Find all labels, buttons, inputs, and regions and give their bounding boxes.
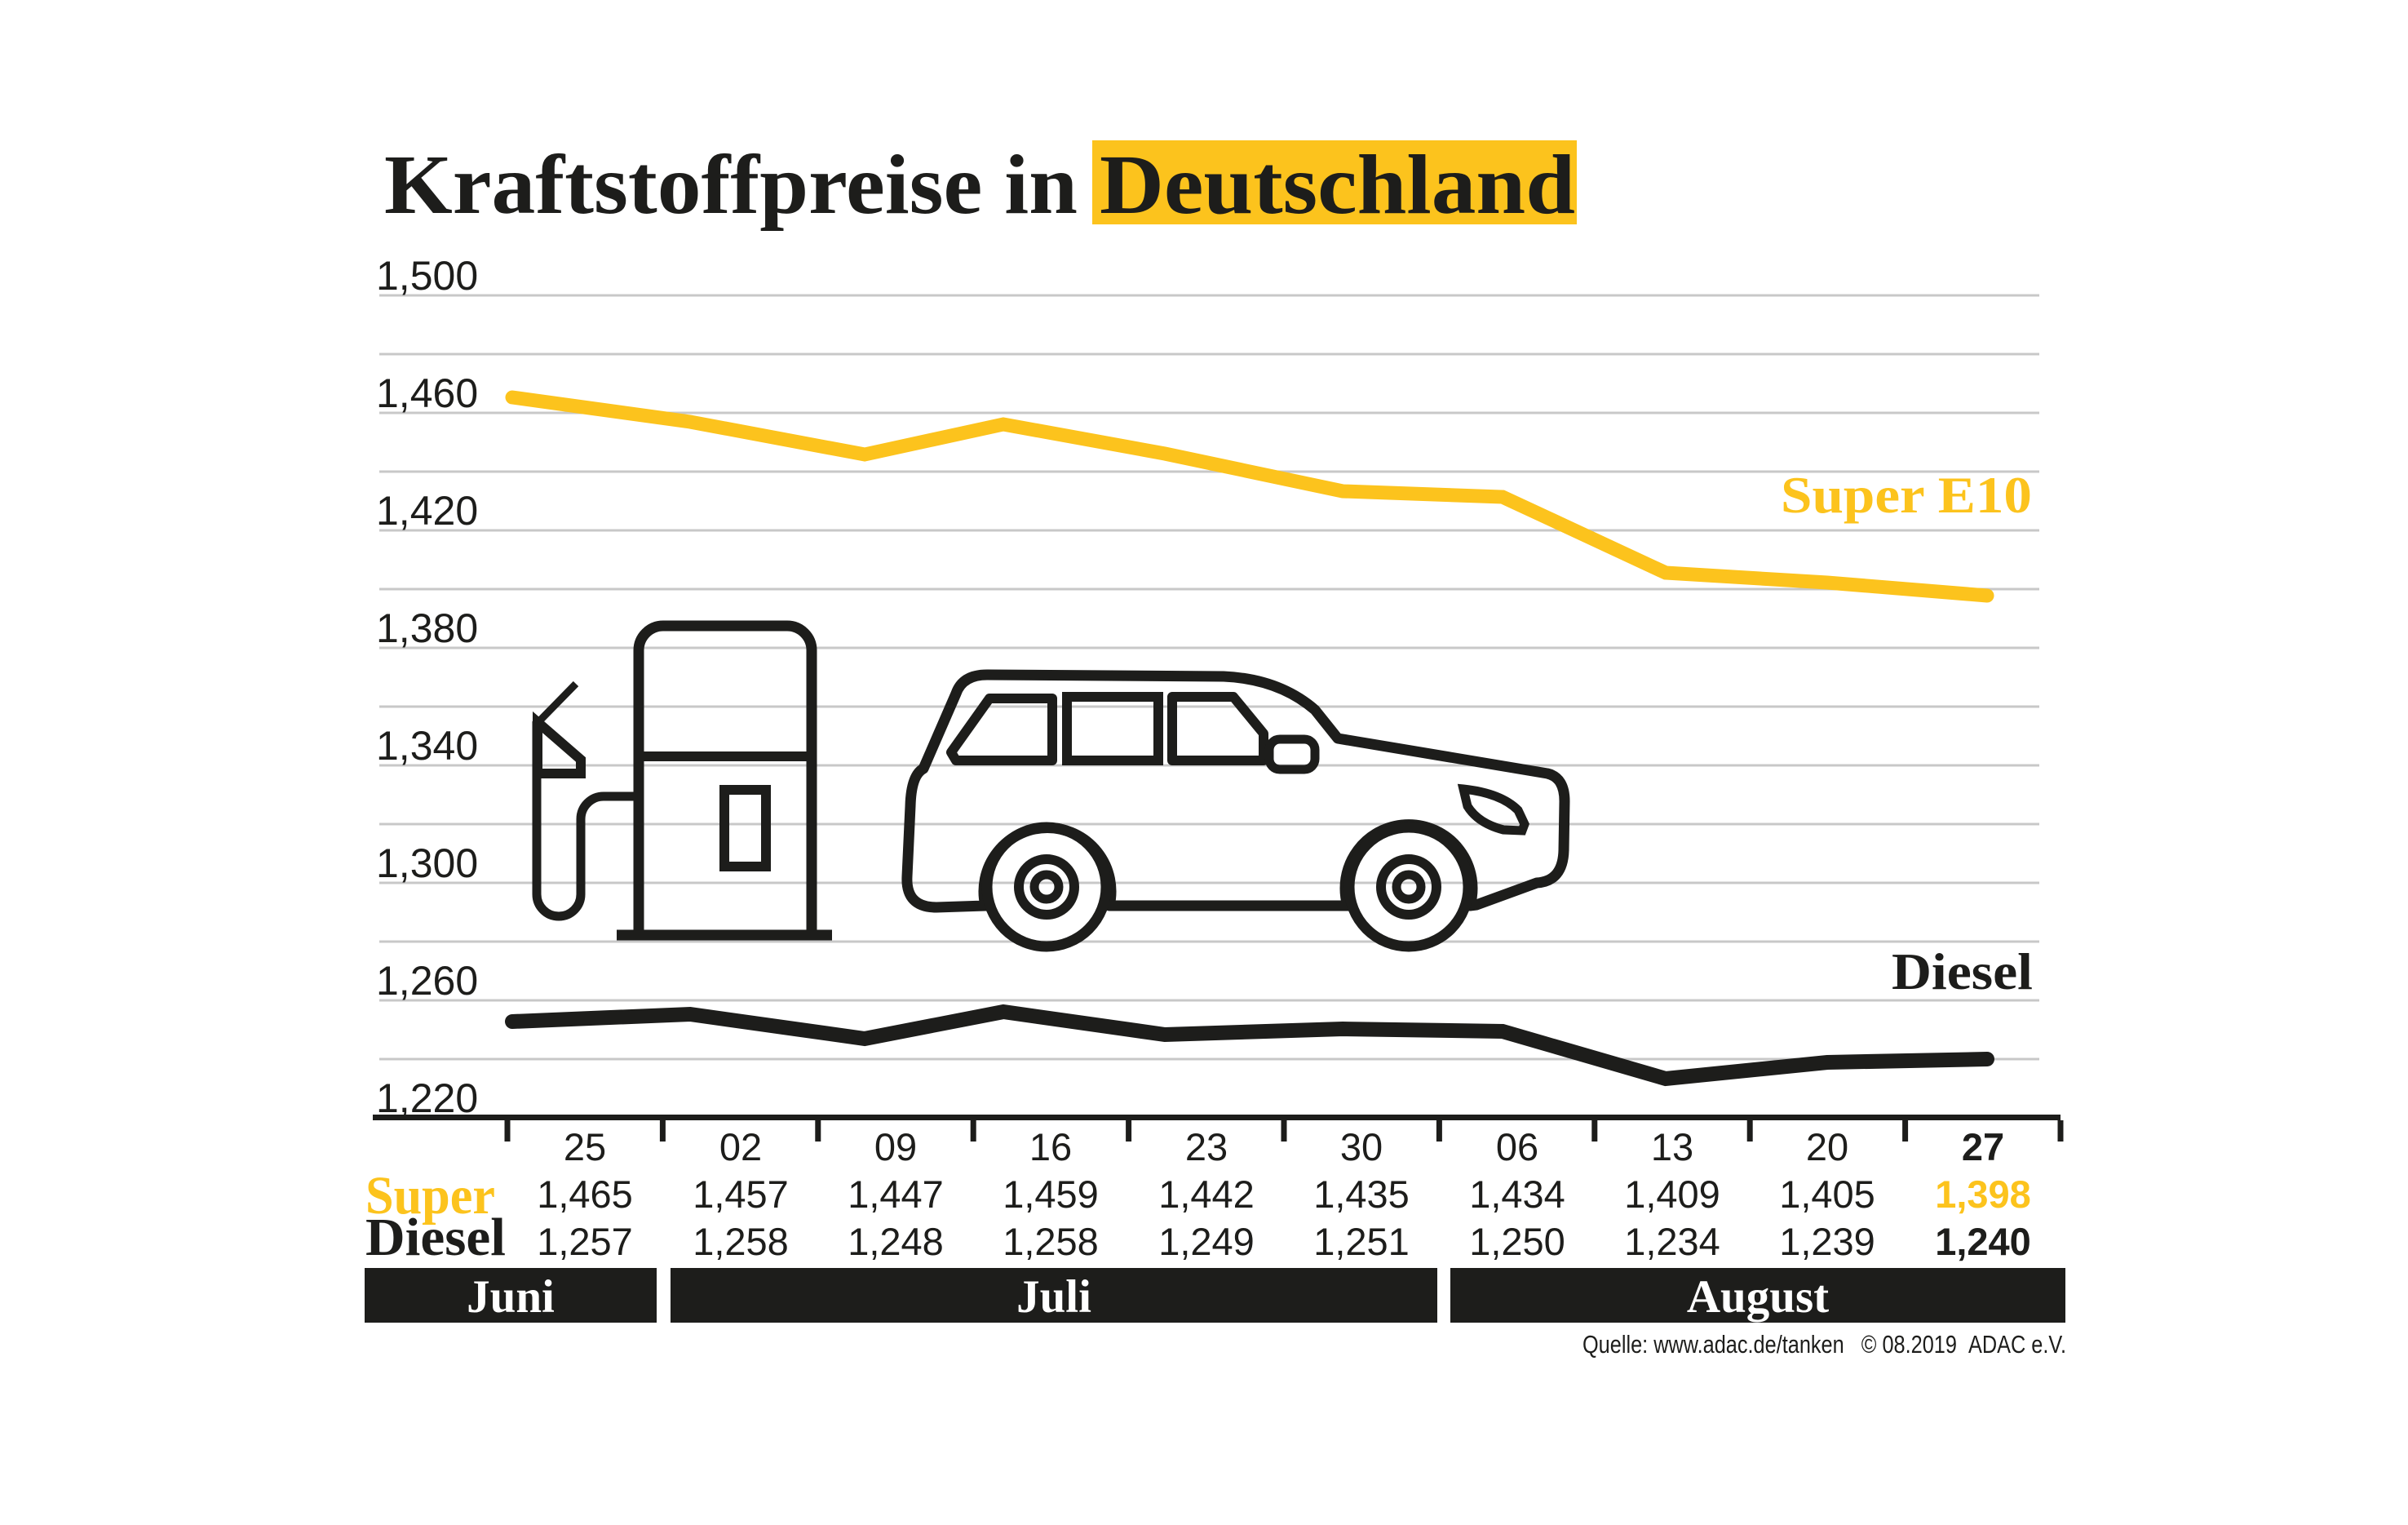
svg-text:02: 02 <box>719 1125 762 1168</box>
svg-text:1,398: 1,398 <box>1935 1173 2031 1216</box>
svg-text:1,234: 1,234 <box>1624 1220 1720 1263</box>
svg-text:06: 06 <box>1496 1125 1538 1168</box>
svg-text:Deutschland: Deutschland <box>1100 138 1575 232</box>
svg-text:16: 16 <box>1029 1125 1072 1168</box>
svg-text:Diesel: Diesel <box>365 1208 506 1267</box>
svg-text:1,434: 1,434 <box>1469 1173 1565 1216</box>
svg-text:25: 25 <box>564 1125 606 1168</box>
svg-text:1,258: 1,258 <box>1003 1220 1099 1263</box>
svg-text:1,340: 1,340 <box>376 723 478 769</box>
svg-text:1,260: 1,260 <box>376 958 478 1004</box>
svg-text:1,250: 1,250 <box>1469 1220 1565 1263</box>
svg-text:Diesel: Diesel <box>1892 942 2033 1000</box>
svg-text:13: 13 <box>1651 1125 1693 1168</box>
svg-text:1,405: 1,405 <box>1779 1173 1875 1216</box>
svg-text:1,300: 1,300 <box>376 840 478 886</box>
svg-text:1,409: 1,409 <box>1624 1173 1720 1216</box>
svg-text:1,257: 1,257 <box>537 1220 633 1263</box>
svg-text:Juni: Juni <box>467 1271 555 1323</box>
svg-text:30: 30 <box>1340 1125 1383 1168</box>
svg-text:1,239: 1,239 <box>1779 1220 1875 1263</box>
svg-text:1,442: 1,442 <box>1158 1173 1255 1216</box>
svg-text:1,420: 1,420 <box>376 488 478 534</box>
svg-text:20: 20 <box>1806 1125 1848 1168</box>
svg-text:1,258: 1,258 <box>693 1220 789 1263</box>
svg-text:1,380: 1,380 <box>376 605 478 651</box>
svg-text:August: August <box>1687 1271 1829 1323</box>
svg-text:1,249: 1,249 <box>1158 1220 1255 1263</box>
svg-text:1,447: 1,447 <box>848 1173 944 1216</box>
svg-text:Quelle: www.adac.de/tanken ©: Quelle: www.adac.de/tanken © 08.2019 ADA… <box>1582 1330 2066 1359</box>
svg-text:1,220: 1,220 <box>376 1075 478 1121</box>
svg-text:1,465: 1,465 <box>537 1173 633 1216</box>
svg-text:Juli: Juli <box>1016 1271 1091 1323</box>
svg-text:1,459: 1,459 <box>1003 1173 1099 1216</box>
svg-text:1,457: 1,457 <box>693 1173 789 1216</box>
svg-text:1,240: 1,240 <box>1935 1220 2031 1263</box>
svg-text:1,251: 1,251 <box>1313 1220 1410 1263</box>
svg-text:1,500: 1,500 <box>376 253 478 299</box>
svg-text:27: 27 <box>1962 1125 2004 1168</box>
svg-text:1,248: 1,248 <box>848 1220 944 1263</box>
svg-text:23: 23 <box>1185 1125 1228 1168</box>
svg-text:Super: Super <box>365 1166 495 1226</box>
svg-text:1,435: 1,435 <box>1313 1173 1410 1216</box>
svg-text:Super E10: Super E10 <box>1781 466 2032 524</box>
svg-text:1,460: 1,460 <box>376 370 478 416</box>
svg-text:Kraftstoffpreise in: Kraftstoffpreise in <box>384 138 1078 232</box>
svg-text:09: 09 <box>874 1125 917 1168</box>
